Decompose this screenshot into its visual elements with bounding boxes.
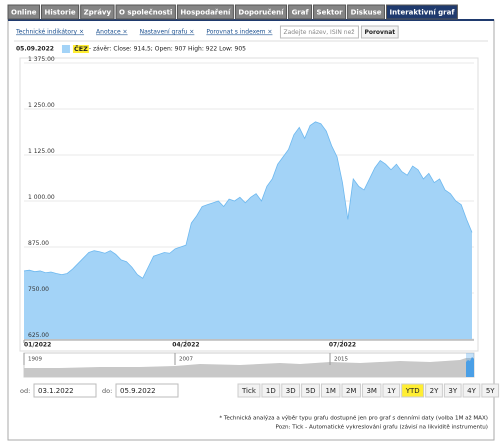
range-button[interactable]: [443, 383, 462, 398]
y-tick-label: 1 125.00: [28, 148, 55, 155]
range-button[interactable]: [425, 383, 443, 398]
y-tick-label: 1 000.00: [28, 194, 55, 201]
x-tick-label: 01/2022: [24, 342, 51, 349]
navigator-area: [24, 358, 474, 377]
range-button-label[interactable]: Tick: [241, 387, 257, 395]
tab[interactable]: [40, 4, 80, 20]
navigator-label: 2007: [179, 357, 193, 363]
toolbar-link[interactable]: Technické indikátory ×: [15, 29, 84, 36]
compare-button[interactable]: [360, 25, 399, 39]
search-placeholder: Zadejte název, ISIN než: [283, 29, 354, 36]
range-button-label[interactable]: 3M: [366, 387, 377, 395]
range-button-label[interactable]: 1Y: [387, 387, 396, 395]
chart-date: 05.09.2022: [16, 46, 54, 53]
tab[interactable]: [234, 4, 288, 20]
navigator-label: 2015: [334, 357, 348, 363]
tab[interactable]: [386, 4, 458, 20]
range-button-label[interactable]: YTD: [405, 387, 420, 395]
tab[interactable]: [313, 4, 347, 20]
tab[interactable]: [288, 4, 313, 20]
tab-label[interactable]: Hospodaření: [180, 9, 231, 17]
tab[interactable]: [347, 4, 386, 20]
to-value[interactable]: 05.9.2022: [120, 387, 156, 395]
range-button[interactable]: [261, 383, 281, 398]
y-tick-label: 750.00: [28, 286, 49, 293]
range-button[interactable]: [361, 383, 382, 398]
tab-label[interactable]: O společnosti: [119, 9, 172, 17]
range-button-label[interactable]: 5Y: [486, 387, 495, 395]
tab-label[interactable]: Interaktivní graf: [390, 9, 456, 17]
range-button[interactable]: [281, 383, 301, 398]
tab-label[interactable]: Diskuse: [351, 9, 382, 17]
tab-underline: [8, 19, 494, 21]
search-input[interactable]: [279, 25, 359, 39]
footer-note: Pozn: Tick - Automatické vykreslování gr…: [276, 424, 488, 431]
price-area: [24, 121, 472, 339]
range-button[interactable]: [462, 383, 481, 398]
range-button-label[interactable]: 3Y: [448, 387, 457, 395]
tab-label[interactable]: Doporučení: [238, 9, 284, 17]
tab[interactable]: [80, 4, 115, 20]
y-tick-label: 1 250.00: [28, 102, 55, 109]
legend-summary: - závěr: Close: 914,5; Open: 907 High: 9…: [89, 46, 246, 53]
toolbar-link[interactable]: Porovnat s indexem ×: [206, 29, 272, 36]
range-button[interactable]: [320, 383, 341, 398]
range-button[interactable]: [341, 383, 361, 398]
navigator-selected-area: [466, 357, 474, 377]
legend-highlight: [72, 45, 89, 53]
range-button-label[interactable]: 4Y: [467, 387, 476, 395]
navigator-label: 1909: [28, 357, 42, 363]
toolbar-link[interactable]: Anotace ×: [96, 29, 128, 36]
tab-label[interactable]: Graf: [292, 9, 310, 17]
from-label: od:: [20, 387, 30, 395]
range-button-label[interactable]: 1M: [325, 387, 336, 395]
range-button-label[interactable]: 1D: [266, 387, 276, 395]
legend-swatch[interactable]: [61, 45, 70, 53]
tab[interactable]: [7, 4, 40, 20]
range-button[interactable]: [237, 383, 261, 398]
tab[interactable]: [115, 4, 176, 20]
tab[interactable]: [176, 4, 234, 20]
footer-note: * Technická analýza a výběr typu grafu d…: [219, 415, 488, 422]
legend-name[interactable]: ČEZ: [74, 44, 88, 53]
compare-button-label[interactable]: Porovnat: [364, 29, 395, 36]
range-button-label[interactable]: 5D: [306, 387, 316, 395]
x-tick-label: 04/2022: [172, 342, 199, 349]
plot-frame: [19, 57, 479, 352]
from-input[interactable]: [33, 383, 97, 398]
range-button-label[interactable]: 2M: [346, 387, 357, 395]
range-button[interactable]: [382, 383, 401, 398]
range-button[interactable]: [301, 383, 320, 398]
tab-label[interactable]: Zprávy: [84, 9, 112, 17]
tab-label[interactable]: Sektor: [317, 9, 344, 17]
y-tick-label: 1 375.00: [28, 56, 55, 63]
to-input[interactable]: [115, 383, 179, 398]
range-button[interactable]: [481, 383, 500, 398]
to-label: do:: [102, 387, 112, 395]
toolbar-link[interactable]: Nastavení grafu ×: [140, 29, 195, 36]
price-line: [23, 121, 473, 279]
tab-label[interactable]: Historie: [44, 9, 75, 17]
range-button[interactable]: [401, 383, 425, 398]
range-button-label[interactable]: 3D: [286, 387, 296, 395]
x-tick-label: 07/2022: [329, 342, 356, 349]
tab-label[interactable]: Online: [11, 9, 37, 17]
y-tick-label: 875.00: [28, 240, 49, 247]
from-value[interactable]: 03.1.2022: [38, 387, 74, 395]
range-button-label[interactable]: 2Y: [430, 387, 439, 395]
y-tick-label: 625.00: [28, 332, 49, 339]
